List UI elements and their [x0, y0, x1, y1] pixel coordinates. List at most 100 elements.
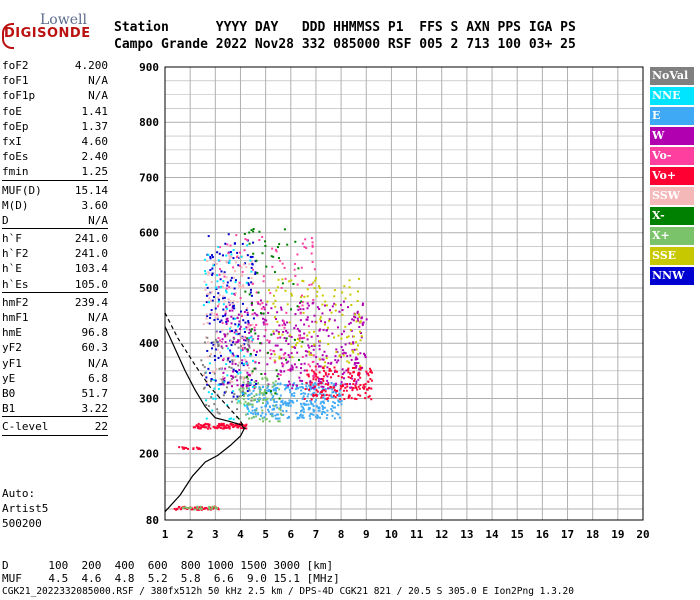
echo-point: [278, 397, 281, 400]
echo-point: [208, 508, 211, 511]
echo-point: [324, 397, 327, 400]
echo-point: [210, 378, 213, 381]
echo-point: [313, 372, 316, 375]
echo-point: [299, 319, 302, 322]
echo-point: [323, 323, 326, 326]
echo-point: [333, 289, 336, 292]
echo-point: [202, 426, 205, 429]
echo-point: [223, 275, 226, 278]
echo-point: [350, 374, 353, 377]
param-value: 51.7: [81, 386, 109, 400]
echo-point: [235, 234, 238, 237]
echo-point: [222, 375, 225, 378]
echo-point: [232, 317, 235, 320]
echo-point: [247, 326, 250, 329]
echo-point: [245, 348, 248, 351]
echo-point: [219, 354, 222, 357]
echo-point: [320, 378, 323, 381]
echo-point: [255, 259, 258, 262]
echo-point: [332, 384, 335, 387]
echo-point: [234, 242, 237, 245]
echo-point: [322, 367, 325, 370]
echo-point: [236, 397, 239, 400]
echo-point: [244, 339, 247, 342]
echo-point: [307, 403, 310, 406]
echo-point: [224, 242, 227, 245]
legend-item-x: X-: [650, 207, 694, 225]
param-value: 60.3: [81, 341, 109, 355]
echo-point: [228, 381, 231, 384]
echo-point: [284, 352, 287, 355]
echo-point: [318, 365, 321, 368]
echo-point: [309, 413, 312, 416]
echo-point: [232, 368, 235, 371]
echo-point: [221, 321, 224, 324]
echo-point: [237, 340, 240, 343]
echo-point: [232, 376, 235, 379]
echo-point: [273, 361, 276, 364]
echo-point: [193, 426, 196, 429]
echo-point: [359, 320, 362, 323]
echo-point: [300, 413, 303, 416]
echo-point: [301, 416, 304, 419]
echo-point: [308, 414, 311, 417]
echo-point: [340, 376, 343, 379]
y-tick-label: 80: [146, 514, 159, 527]
echo-point: [270, 414, 273, 417]
echo-point: [334, 359, 337, 362]
echo-point: [281, 262, 284, 265]
echo-point: [337, 413, 340, 416]
echo-point: [310, 401, 313, 404]
echo-point: [247, 367, 250, 370]
echo-point: [209, 313, 212, 316]
echo-point: [326, 409, 329, 412]
echo-point: [240, 273, 243, 276]
echo-point: [276, 336, 279, 339]
echo-point: [325, 417, 328, 420]
echo-point: [327, 362, 330, 365]
echo-point: [262, 312, 265, 315]
echo-point: [202, 508, 205, 511]
echo-point: [246, 348, 249, 351]
echo-point: [294, 274, 297, 277]
echo-point: [252, 252, 255, 255]
echo-point: [285, 409, 288, 412]
echo-point: [310, 283, 313, 286]
echo-point: [264, 244, 267, 247]
echo-point: [313, 268, 316, 271]
echo-point: [361, 323, 364, 326]
echo-point: [275, 250, 278, 253]
echo-point: [228, 255, 231, 258]
echo-point: [351, 349, 354, 352]
echo-point: [201, 424, 204, 427]
echo-point: [250, 260, 253, 263]
echo-point: [247, 282, 250, 285]
echo-point: [274, 389, 277, 392]
echo-point: [228, 257, 231, 260]
echo-point: [309, 381, 312, 384]
echo-point: [316, 405, 319, 408]
echo-point: [213, 355, 216, 358]
echo-point: [246, 364, 249, 367]
echo-point: [239, 402, 242, 405]
param-name: foF2: [2, 59, 29, 72]
echo-point: [358, 326, 361, 329]
echo-point: [259, 398, 262, 401]
echo-point: [353, 315, 356, 318]
echo-point: [195, 446, 198, 449]
echo-point: [312, 330, 315, 333]
echo-point: [251, 409, 254, 412]
echo-point: [225, 345, 228, 348]
echo-point: [333, 336, 336, 339]
echo-point: [260, 342, 263, 345]
echo-point: [304, 388, 307, 391]
echo-point: [248, 393, 251, 396]
echo-point: [244, 262, 247, 265]
echo-point: [370, 379, 373, 382]
echo-point: [250, 412, 253, 415]
echo-point: [328, 369, 331, 372]
echo-point: [366, 372, 369, 375]
echo-point: [310, 403, 313, 406]
echo-point: [337, 334, 340, 337]
echo-point: [321, 394, 324, 397]
